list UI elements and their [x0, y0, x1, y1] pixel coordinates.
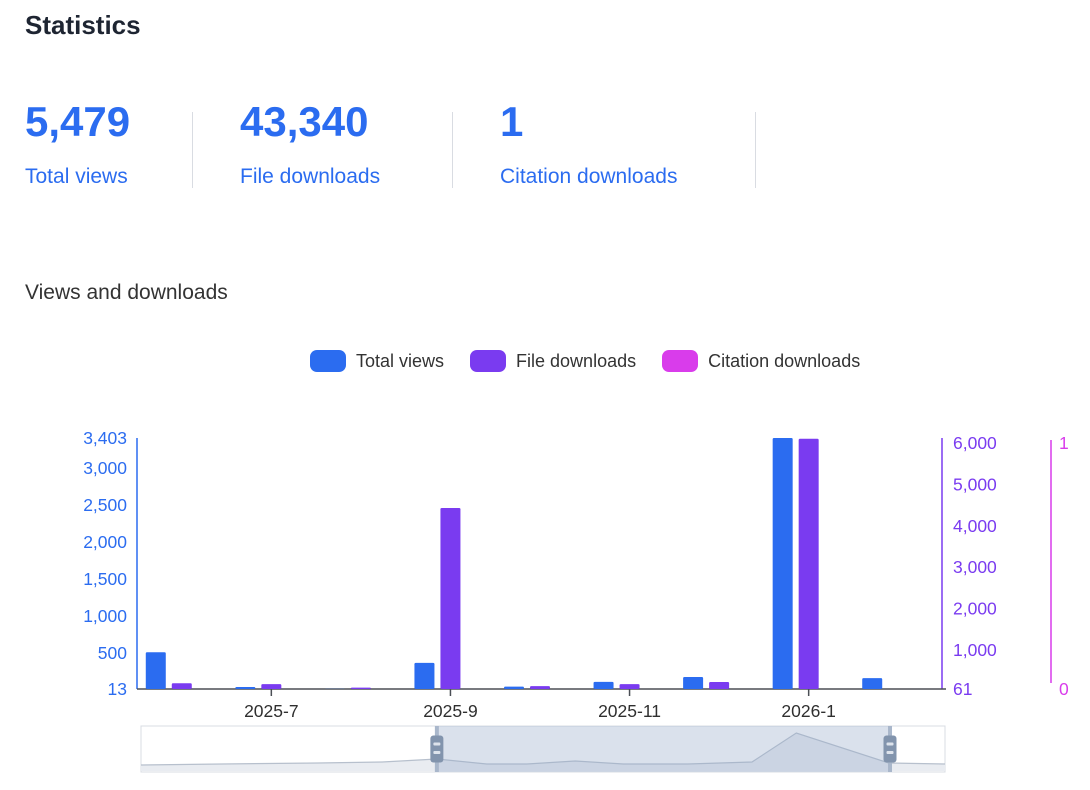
y-tick-label-downloads: 61	[953, 679, 972, 699]
bar-total-views-2025-9[interactable]	[414, 662, 435, 689]
bar-total-views-2025-10[interactable]	[504, 686, 524, 689]
stat-citation-downloads: 1 Citation downloads	[500, 101, 677, 189]
datazoom-handle-right[interactable]	[883, 726, 897, 772]
stat-file-downloads: 43,340 File downloads	[240, 101, 380, 189]
stat-divider	[192, 112, 193, 188]
page-title: Statistics	[25, 10, 141, 40]
x-tick-label: 2025-9	[423, 701, 478, 721]
datazoom-handle-left[interactable]	[430, 726, 444, 772]
bar-file-downloads-2025-8[interactable]	[350, 687, 371, 689]
legend-swatch-total-views	[310, 350, 346, 372]
stat-divider	[452, 112, 453, 188]
x-tick-label: 2026-1	[781, 701, 836, 721]
stat-label: Total views	[25, 165, 128, 188]
y-tick-label-downloads: 1,000	[953, 640, 997, 660]
y-tick-label-downloads: 3,000	[953, 557, 997, 577]
series-total-views	[145, 438, 883, 689]
legend-label: File downloads	[516, 350, 637, 371]
bar-file-downloads-2025-9[interactable]	[440, 507, 461, 689]
y-tick-label-views: 3,403	[83, 428, 127, 448]
stat-label: Citation downloads	[500, 165, 678, 188]
series-file-downloads	[171, 438, 819, 689]
bar-total-views-2026-2[interactable]	[862, 678, 883, 689]
y-tick-label-views: 1,500	[83, 569, 127, 589]
y-tick-label-views: 1,000	[83, 606, 127, 626]
stat-value: 43,340	[240, 98, 369, 145]
bar-file-downloads-2025-6[interactable]	[171, 683, 192, 689]
bar-total-views-2025-12[interactable]	[683, 677, 704, 689]
y-tick-label-citations: 1	[1059, 433, 1069, 453]
legend-swatch-file-downloads	[470, 350, 507, 372]
datazoom-window[interactable]	[436, 726, 891, 772]
stat-value: 5,479	[25, 98, 131, 145]
bar-total-views-2025-6[interactable]	[145, 652, 166, 689]
legend-item-citation-downloads[interactable]: Citation downloads	[662, 350, 860, 372]
legend-label: Total views	[356, 350, 445, 371]
views-downloads-chart: 3,403 3,000 2,500 2,000 1,500 1,000 500 13 6,000…	[83, 428, 1069, 773]
y-tick-label-views: 2,500	[83, 495, 127, 515]
legend-swatch-citation-downloads	[662, 350, 699, 372]
y-tick-label-downloads: 2,000	[953, 599, 997, 619]
bar-file-downloads-2025-10[interactable]	[530, 686, 550, 689]
y-tick-label-downloads: 5,000	[953, 474, 997, 494]
bar-total-views-2026-1[interactable]	[772, 438, 793, 689]
bar-file-downloads-2025-7[interactable]	[261, 684, 282, 689]
y-tick-label-views: 13	[108, 679, 127, 699]
bar-file-downloads-2026-1[interactable]	[798, 438, 819, 689]
chart-legend: Total views File downloads Citation down…	[310, 350, 860, 372]
y-tick-label-views: 500	[98, 643, 127, 663]
bar-total-views-2025-11[interactable]	[593, 681, 614, 689]
section-title: Views and downloads	[25, 281, 228, 304]
y-tick-label-views: 3,000	[83, 458, 127, 478]
y-tick-label-citations: 0	[1059, 679, 1069, 699]
legend-label: Citation downloads	[708, 350, 861, 371]
stat-label: File downloads	[240, 165, 381, 188]
stat-total-views: 5,479 Total views	[25, 101, 130, 189]
y-tick-label-views: 2,000	[83, 532, 127, 552]
bar-file-downloads-2025-11[interactable]	[619, 684, 640, 689]
x-tick-label: 2025-7	[244, 701, 299, 721]
bar-file-downloads-2025-12[interactable]	[709, 681, 730, 689]
stat-value: 1	[500, 98, 524, 145]
stat-divider	[755, 112, 756, 188]
legend-item-total-views[interactable]: Total views	[310, 350, 444, 372]
x-tick-label: 2025-11	[598, 701, 661, 721]
y-tick-label-downloads: 6,000	[953, 433, 997, 453]
y-tick-label-downloads: 4,000	[953, 516, 997, 536]
legend-item-file-downloads[interactable]: File downloads	[470, 350, 636, 372]
bar-total-views-2025-7[interactable]	[235, 687, 256, 689]
datazoom-area-line	[140, 732, 946, 766]
